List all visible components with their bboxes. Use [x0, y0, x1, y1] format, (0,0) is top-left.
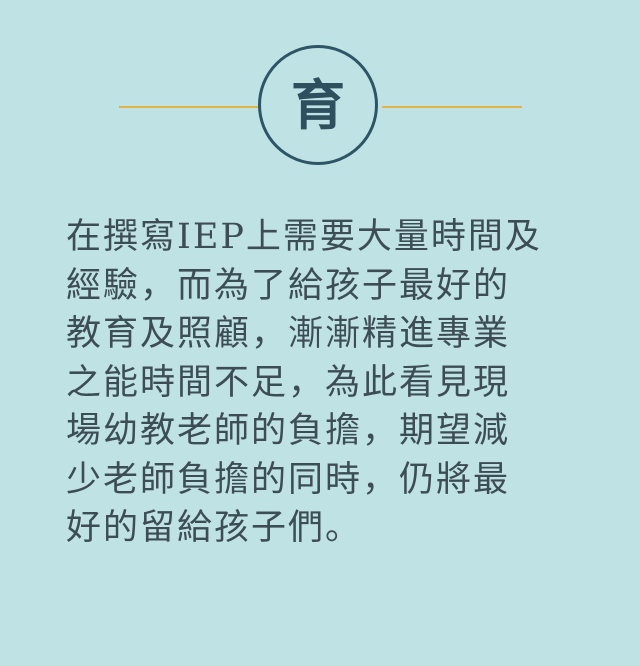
body-line: 經驗，而為了給孩子最好的: [66, 265, 511, 306]
emblem-divider-right: [382, 106, 522, 108]
emblem-circle: 育: [258, 45, 378, 165]
body-line: 場幼教老師的負擔，期望減: [66, 411, 511, 451]
body-line: 在撰寫IEP上需要大量時間及: [66, 217, 542, 257]
body-paragraph: 在撰寫IEP上需要大量時間及 經驗，而為了給孩子最好的 教育及照顧，漸漸精進專業…: [66, 213, 570, 553]
body-line: 好的留給孩子們。: [66, 508, 363, 548]
body-line: 教育及照顧，漸漸精進專業: [66, 314, 511, 354]
body-line: 少老師負擔的同時，仍將最: [66, 459, 511, 500]
body-line: 之能時間不足，為此看見現: [66, 362, 511, 403]
emblem-divider-left: [119, 106, 259, 108]
emblem-character: 育: [291, 73, 345, 137]
